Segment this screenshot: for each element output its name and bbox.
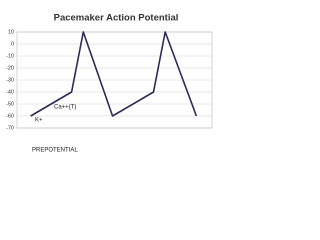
- annotation: K+: [35, 118, 43, 124]
- y-tick-label: -50: [6, 101, 14, 107]
- annotation: Ca++(T): [54, 105, 76, 111]
- y-tick-label: -10: [6, 53, 14, 59]
- y-tick-label: -60: [6, 113, 14, 119]
- y-tick-label: 0: [11, 41, 14, 47]
- y-tick-label: -20: [6, 65, 14, 71]
- y-tick-label: -70: [6, 125, 14, 131]
- annotation: PREPOTENTIAL: [32, 148, 78, 154]
- chart: Pacemaker Action Potential 10 0 -10 -20 -30 -…: [0, 0, 220, 157]
- y-tick-label: 10: [8, 29, 14, 35]
- y-tick-label: -30: [6, 77, 14, 83]
- plot-frame: [16, 31, 213, 129]
- background: [0, 0, 220, 157]
- chart-title: Pacemaker Action Potential: [54, 13, 179, 24]
- marks: [30, 31, 198, 117]
- series-line: [30, 31, 198, 117]
- y-tick-label: -40: [6, 89, 14, 95]
